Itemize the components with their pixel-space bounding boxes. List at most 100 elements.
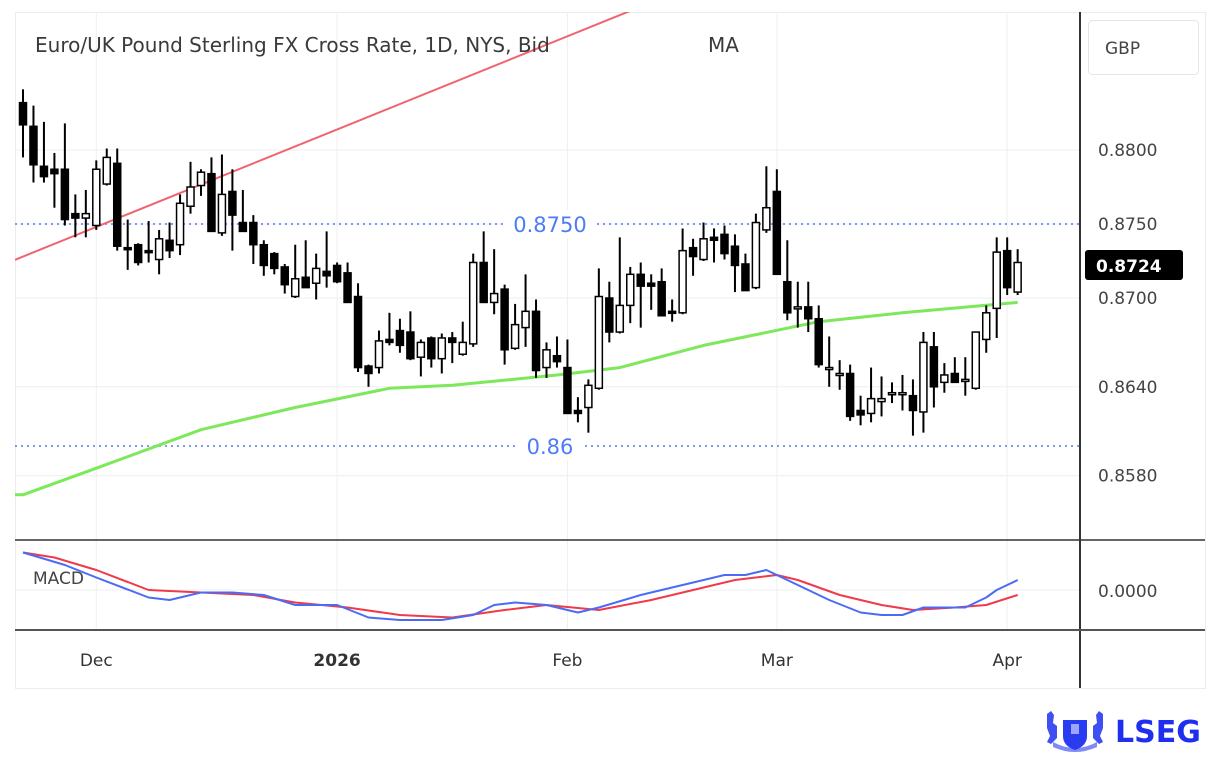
candle xyxy=(542,342,551,378)
currency-button[interactable] xyxy=(1088,20,1199,75)
candle xyxy=(521,274,530,347)
candle-body-up xyxy=(437,337,447,360)
candle xyxy=(385,312,394,346)
price-axis: 0.8800 0.8750 0.8700 0.8640 0.8580 xyxy=(1098,141,1157,487)
candle xyxy=(154,229,164,275)
candle-body-up xyxy=(468,261,478,345)
candle-body-down xyxy=(646,282,656,287)
logo-text: LSEG xyxy=(1115,715,1201,750)
candle xyxy=(772,169,782,276)
candle xyxy=(249,215,258,264)
candle-body-down xyxy=(563,366,572,415)
candle-body-up xyxy=(1013,261,1022,293)
price-levels: 0.8750 0.86 xyxy=(15,210,1080,460)
candle-body-down xyxy=(343,272,352,304)
candle-body-down xyxy=(364,365,373,375)
candle xyxy=(18,89,28,158)
candle xyxy=(584,379,593,433)
macd-zero-tick: 0.0000 xyxy=(1098,582,1157,602)
candle xyxy=(427,336,436,368)
candle-body-up xyxy=(81,212,91,219)
candle xyxy=(824,336,834,387)
candle xyxy=(929,332,939,408)
candle xyxy=(793,281,803,328)
candle-body-down xyxy=(929,346,939,388)
candle-body-down xyxy=(552,354,562,363)
date-tick: 2026 xyxy=(313,651,360,671)
candle-body-down xyxy=(301,276,310,289)
candle xyxy=(112,148,122,251)
date-tick: Mar xyxy=(761,651,793,671)
candle-body-down xyxy=(332,264,342,283)
candle xyxy=(39,121,49,183)
candle-body-down xyxy=(772,190,782,276)
candle-body-up xyxy=(186,186,195,207)
candle xyxy=(102,148,112,186)
indicator-label: MA xyxy=(708,33,739,57)
candle-body-down xyxy=(249,221,258,246)
candle-body-down xyxy=(259,243,269,267)
candle xyxy=(458,321,467,356)
candle-body-up xyxy=(542,349,551,369)
candle-body-down xyxy=(783,280,792,314)
candle xyxy=(479,231,488,304)
candle-body-down xyxy=(165,239,174,252)
candle xyxy=(699,222,708,261)
candle xyxy=(301,240,310,289)
candle xyxy=(552,336,562,368)
candle xyxy=(751,213,761,290)
candle-body-down xyxy=(427,337,436,360)
price-tick: 0.8750 xyxy=(1098,215,1157,235)
price-tick: 0.8800 xyxy=(1098,141,1157,161)
candle xyxy=(594,268,604,390)
candle xyxy=(165,222,174,259)
candle-body-down xyxy=(448,337,457,344)
candle xyxy=(448,332,457,364)
date-tick: Feb xyxy=(552,651,582,671)
macd-label: MACD xyxy=(33,569,84,589)
candle xyxy=(311,253,321,300)
candle-body-up xyxy=(824,366,834,371)
candle-body-down xyxy=(573,409,583,415)
candle-body-down xyxy=(385,338,394,344)
level-label: 0.8750 xyxy=(513,213,586,237)
last-price-value: 0.8724 xyxy=(1096,257,1162,277)
candle xyxy=(374,330,384,374)
candle-body-down xyxy=(238,221,248,233)
candle-body-up xyxy=(992,251,1001,310)
candle-body-up xyxy=(489,292,499,304)
candle-body-down xyxy=(123,246,132,251)
candle xyxy=(720,225,729,260)
candle xyxy=(437,333,447,374)
candle-body-up xyxy=(877,397,886,403)
candle-body-up xyxy=(678,249,687,314)
candle xyxy=(730,234,740,293)
candle xyxy=(416,339,426,377)
candle xyxy=(468,253,478,347)
candle-body-down xyxy=(709,236,719,242)
candle-body-up xyxy=(751,221,761,289)
candle xyxy=(688,238,698,276)
candle-body-down xyxy=(688,246,698,258)
candle xyxy=(123,219,132,270)
candle xyxy=(238,189,248,233)
candle-body-down xyxy=(322,270,331,277)
date-tick: Dec xyxy=(80,651,113,671)
candle-body-down xyxy=(908,394,918,412)
candle xyxy=(877,376,886,417)
candle-body-down xyxy=(112,162,122,247)
candle xyxy=(500,284,509,365)
candle-body-down xyxy=(406,331,415,360)
candle xyxy=(133,243,143,266)
candle-body-down xyxy=(636,273,645,287)
candle-body-up xyxy=(217,193,227,234)
candle-body-down xyxy=(353,295,363,369)
candle xyxy=(626,266,635,324)
candle xyxy=(856,395,865,426)
candle xyxy=(961,357,970,396)
candle-body-down xyxy=(29,125,38,166)
candle-body-down xyxy=(605,297,614,333)
candle xyxy=(395,318,405,353)
candle xyxy=(144,221,153,263)
